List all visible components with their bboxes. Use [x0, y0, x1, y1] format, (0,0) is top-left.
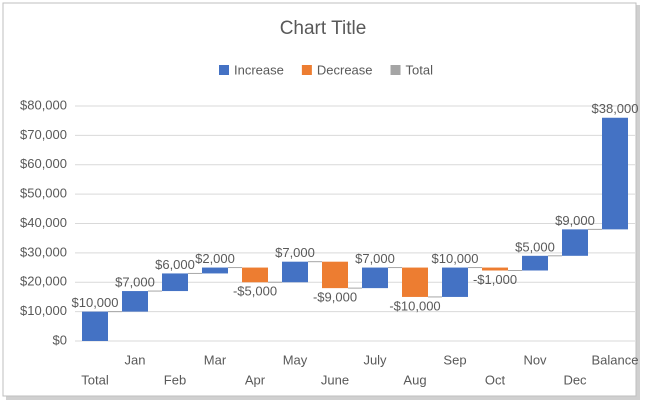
- x-tick-label: Aug: [403, 372, 426, 387]
- y-tick-label: $10,000: [20, 303, 67, 318]
- legend-swatch: [219, 65, 229, 75]
- y-tick-label: $50,000: [20, 186, 67, 201]
- bar: [562, 229, 588, 256]
- y-tick-label: $0: [53, 332, 67, 347]
- data-label: $6,000: [155, 257, 195, 272]
- y-tick-label: $20,000: [20, 274, 67, 289]
- data-label: -$10,000: [389, 298, 440, 313]
- legend-label: Decrease: [317, 62, 373, 77]
- y-tick-label: $40,000: [20, 215, 67, 230]
- bar: [282, 261, 308, 283]
- data-label: $38,000: [592, 101, 639, 116]
- legend-label: Increase: [234, 62, 284, 77]
- x-tick-label: July: [363, 352, 387, 367]
- x-tick-label: May: [283, 352, 308, 367]
- bar: [242, 267, 268, 283]
- bar: [202, 267, 228, 274]
- y-tick-label: $80,000: [20, 97, 67, 112]
- data-label: -$5,000: [233, 284, 277, 299]
- x-tick-label: Mar: [204, 352, 227, 367]
- bar: [122, 291, 148, 312]
- y-tick-label: $70,000: [20, 127, 67, 142]
- data-label: $5,000: [515, 239, 555, 254]
- data-label: -$1,000: [473, 272, 517, 287]
- data-label: $7,000: [115, 275, 155, 290]
- data-label: -$9,000: [313, 290, 357, 305]
- x-tick-label: June: [321, 372, 349, 387]
- bar: [482, 267, 508, 271]
- x-tick-label: Jan: [125, 352, 146, 367]
- x-tick-label: Apr: [245, 372, 266, 387]
- y-tick-label: $60,000: [20, 156, 67, 171]
- chart-title: Chart Title: [280, 18, 367, 39]
- x-tick-label: Oct: [485, 372, 506, 387]
- x-tick-label: Sep: [443, 352, 466, 367]
- data-label: $7,000: [355, 251, 395, 266]
- x-tick-label: Nov: [523, 352, 547, 367]
- bar: [522, 255, 548, 271]
- legend-swatch: [301, 65, 312, 75]
- x-tick-label: Balance: [592, 352, 639, 367]
- bar: [402, 267, 428, 297]
- legend-label: Total: [406, 62, 434, 77]
- chart-area: [2, 2, 637, 397]
- legend-swatch: [390, 65, 401, 75]
- data-label: $7,000: [275, 245, 315, 260]
- bar: [362, 267, 388, 289]
- data-label: $10,000: [432, 251, 479, 266]
- bar: [602, 117, 628, 230]
- x-tick-label: Total: [81, 372, 109, 387]
- bar: [442, 267, 468, 297]
- x-tick-label: Feb: [164, 372, 186, 387]
- x-tick-label: Dec: [563, 372, 587, 387]
- bar: [162, 273, 188, 292]
- data-label: $10,000: [72, 295, 119, 310]
- bar: [82, 311, 108, 341]
- y-tick-label: $30,000: [20, 244, 67, 259]
- data-label: $9,000: [555, 213, 595, 228]
- bar: [322, 261, 348, 289]
- data-label: $2,000: [195, 251, 235, 266]
